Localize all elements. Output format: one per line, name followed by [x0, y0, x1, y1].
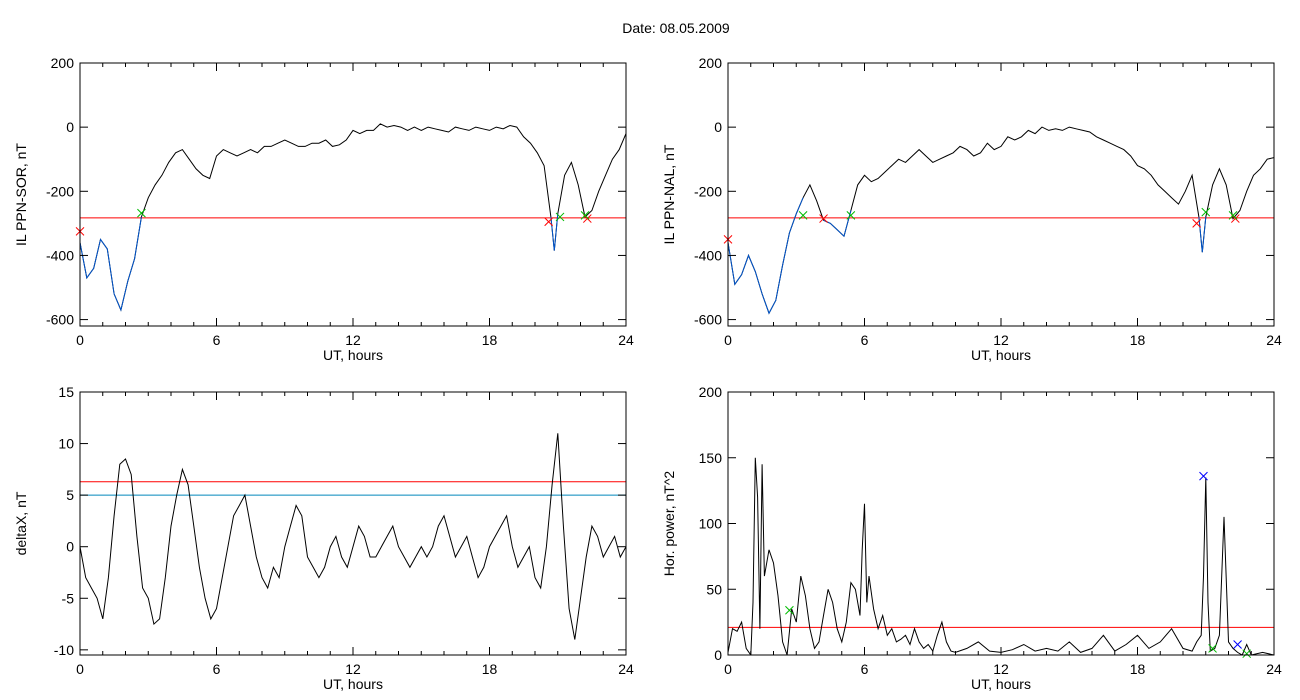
x-tick-label: 6 [213, 661, 221, 677]
y-tick-label: -600 [46, 312, 74, 328]
x-tick-label: 0 [76, 332, 84, 348]
plot-frame [79, 62, 627, 327]
x-axis-label: UT, hours [323, 676, 383, 692]
data-marker [580, 210, 590, 220]
y-tick-label: -5 [62, 590, 75, 606]
data-marker [1228, 210, 1238, 220]
plot-frame [79, 391, 627, 656]
y-axis-label: Hor. power, nT^2 [661, 471, 677, 577]
plot-frame [727, 62, 1275, 327]
x-tick-label: 6 [861, 332, 869, 348]
series-line-3 [823, 210, 852, 238]
data-marker [1233, 640, 1242, 649]
y-tick-label: -200 [694, 183, 722, 199]
data-marker [555, 212, 565, 222]
series-group [80, 123, 626, 312]
x-tick-label: 0 [724, 332, 732, 348]
series-group [728, 457, 1274, 655]
x-tick-label: 0 [724, 661, 732, 677]
y-tick-label: -400 [46, 247, 74, 263]
x-tick-label: 18 [482, 332, 498, 348]
x-tick-label: 24 [1266, 332, 1282, 348]
x-axis-label: UT, hours [971, 676, 1031, 692]
data-marker [785, 605, 794, 615]
y-tick-label: 100 [699, 516, 723, 532]
y-tick-label: 50 [706, 581, 722, 597]
y-tick-label: -200 [46, 183, 74, 199]
y-tick-label: 150 [699, 450, 723, 466]
y-tick-label: 200 [699, 384, 723, 400]
chart-panel-4: 0 6 12 18 24 0 50 100 150 200 UT, hours Hor. power,… [661, 384, 1282, 692]
y-axis-label: IL PPN-SOR, nT [13, 143, 29, 246]
y-tick-label: 0 [66, 119, 74, 135]
y-tick-label: 5 [66, 487, 74, 503]
y-tick-label: -600 [694, 312, 722, 328]
data-marker [846, 210, 856, 220]
y-tick-label: 15 [58, 384, 74, 400]
chart-panel-2: 0 6 12 18 24 -600 -400 -200 0 200 UT, hours IL PPN-… [661, 55, 1282, 363]
series-line-2 [80, 216, 142, 312]
x-tick-label: 12 [345, 332, 361, 348]
x-tick-label: 6 [861, 661, 869, 677]
y-tick-label: 10 [58, 436, 74, 452]
x-tick-label: 12 [993, 661, 1009, 677]
x-axis-label: UT, hours [323, 347, 383, 363]
series-line-1 [80, 433, 626, 640]
figure-title: Date: 08.05.2009 [622, 20, 730, 36]
series-line-4 [1198, 216, 1207, 253]
series-line-1 [728, 126, 1274, 315]
series-group [80, 433, 626, 640]
x-tick-label: 0 [76, 661, 84, 677]
x-tick-label: 12 [345, 661, 361, 677]
x-tick-label: 24 [618, 661, 634, 677]
x-tick-label: 6 [213, 332, 221, 348]
y-tick-label: 0 [714, 647, 722, 663]
x-tick-label: 24 [618, 332, 634, 348]
y-tick-label: 200 [699, 55, 723, 71]
series-line-1 [728, 457, 1274, 655]
data-marker [1242, 649, 1252, 659]
data-marker [819, 214, 828, 223]
y-tick-label: 0 [714, 119, 722, 135]
data-marker [798, 210, 808, 220]
series-line-3 [550, 213, 559, 251]
y-tick-label: -400 [694, 247, 722, 263]
series-group [728, 126, 1274, 315]
data-marker [544, 217, 554, 227]
y-axis-label: IL PPN-NAL, nT [661, 144, 677, 244]
y-tick-label: 200 [51, 55, 75, 71]
series-line-2 [728, 197, 804, 315]
chart-panel-1: 0 6 12 18 24 -600 -400 -200 0 200 UT, hours IL PPN-… [13, 55, 634, 363]
x-tick-label: 18 [1130, 332, 1146, 348]
data-marker [1192, 219, 1202, 228]
x-tick-label: 12 [993, 332, 1009, 348]
y-axis-label: deltaX, nT [13, 491, 29, 555]
x-axis-label: UT, hours [971, 347, 1031, 363]
y-tick-label: -10 [54, 642, 74, 658]
data-marker [1199, 471, 1208, 481]
data-marker [1208, 644, 1217, 653]
x-tick-label: 18 [1130, 661, 1146, 677]
y-tick-label: 0 [66, 539, 74, 555]
plot-frame [727, 391, 1275, 656]
data-marker [1201, 207, 1211, 217]
series-line-1 [80, 123, 626, 312]
x-tick-label: 18 [482, 661, 498, 677]
x-tick-label: 24 [1266, 661, 1282, 677]
chart-panel-3: 0 6 12 18 24 -10 -5 0 5 10 15 UT, hours deltaX, nT [13, 384, 634, 692]
data-marker [137, 208, 146, 218]
